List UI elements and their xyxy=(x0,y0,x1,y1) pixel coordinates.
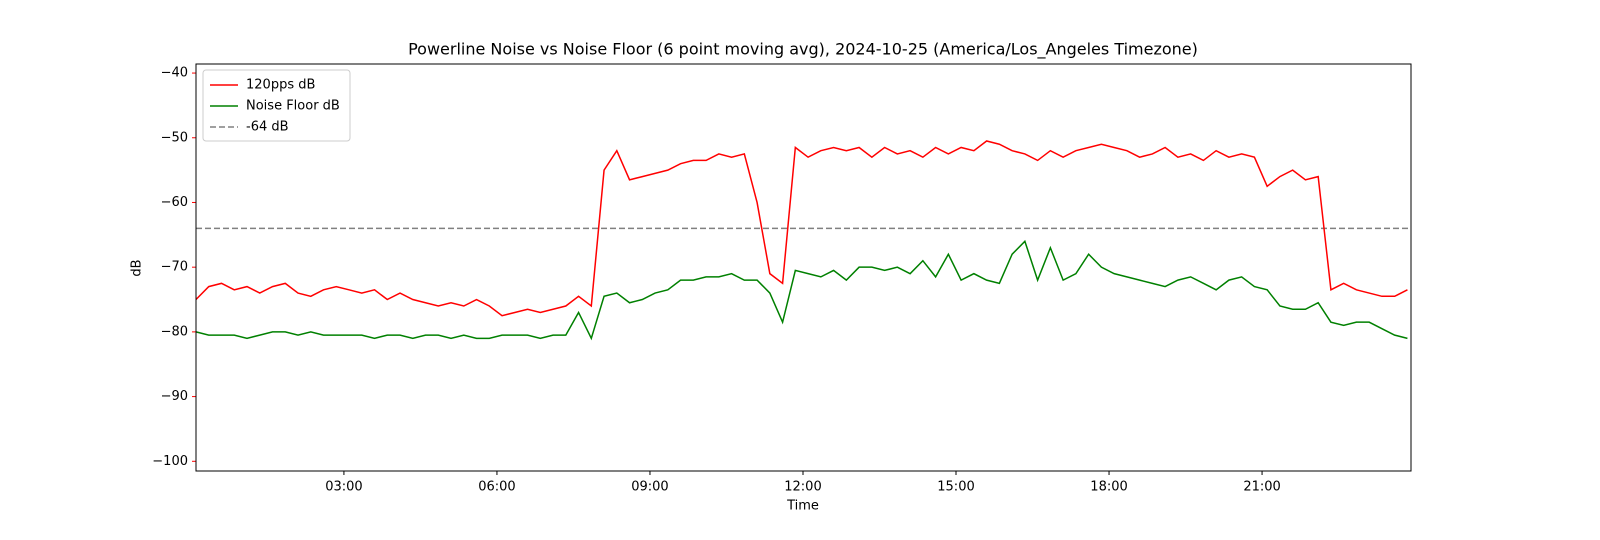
x-tick-label: 18:00 xyxy=(1090,480,1127,495)
y-tick-label: −90 xyxy=(161,389,188,404)
plot-frame xyxy=(195,63,1412,472)
x-tick-label: 21:00 xyxy=(1243,480,1280,495)
chart-title: Powerline Noise vs Noise Floor (6 point … xyxy=(408,40,1198,60)
y-tick-label: −100 xyxy=(152,454,188,469)
x-tick-label: 03:00 xyxy=(325,480,362,495)
y-tick-label: −80 xyxy=(161,324,188,339)
legend-label: 120pps dB xyxy=(246,78,315,93)
legend-label: Noise Floor dB xyxy=(246,99,340,114)
series-line xyxy=(195,239,1408,341)
y-axis-label: dB xyxy=(130,259,145,276)
legend: 120pps dB Noise Floor dB -64 dB xyxy=(202,69,351,142)
y-tick-label: −40 xyxy=(161,66,188,81)
y-tick-label: −50 xyxy=(161,130,188,145)
legend-box xyxy=(202,69,351,142)
x-tick-label: 09:00 xyxy=(631,480,668,495)
series-line xyxy=(195,140,1408,317)
x-tick-label: 12:00 xyxy=(784,480,821,495)
x-tick-label: 06:00 xyxy=(478,480,515,495)
y-tick-label: −70 xyxy=(161,260,188,275)
legend-label: -64 dB xyxy=(246,120,289,135)
x-axis-label: Time xyxy=(786,499,819,514)
x-tick-label: 15:00 xyxy=(937,480,974,495)
y-tick-label: −60 xyxy=(161,195,188,210)
